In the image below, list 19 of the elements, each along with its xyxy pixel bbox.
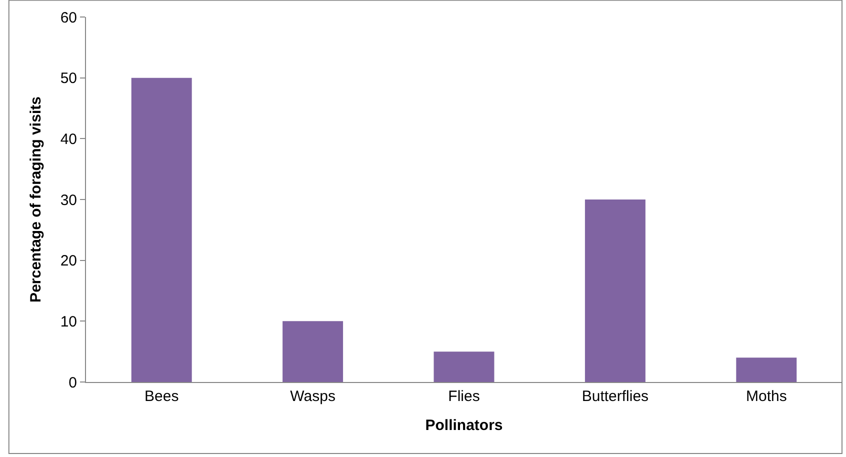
y-tick-label: 30 xyxy=(60,192,77,209)
x-tick-label: Wasps xyxy=(290,388,336,405)
y-tick-label: 50 xyxy=(60,70,77,88)
y-tick-label: 40 xyxy=(60,130,77,148)
y-tick-label: 20 xyxy=(60,252,77,270)
x-tick-label: Moths xyxy=(746,388,787,405)
x-tick-label: Flies xyxy=(448,388,480,405)
bar xyxy=(282,321,344,382)
bar xyxy=(434,352,494,382)
bar xyxy=(131,78,192,382)
y-tick-label: 60 xyxy=(60,9,77,26)
x-axis-title: Pollinators xyxy=(425,417,503,434)
x-tick-label: Bees xyxy=(144,388,179,405)
y-axis-title: Percentage of foraging visits xyxy=(28,96,45,302)
x-tick-label: Butterflies xyxy=(582,388,649,405)
y-tick-label: 0 xyxy=(68,374,77,392)
bar xyxy=(584,200,646,382)
y-tick-label: 10 xyxy=(60,313,77,330)
bar xyxy=(736,358,797,382)
